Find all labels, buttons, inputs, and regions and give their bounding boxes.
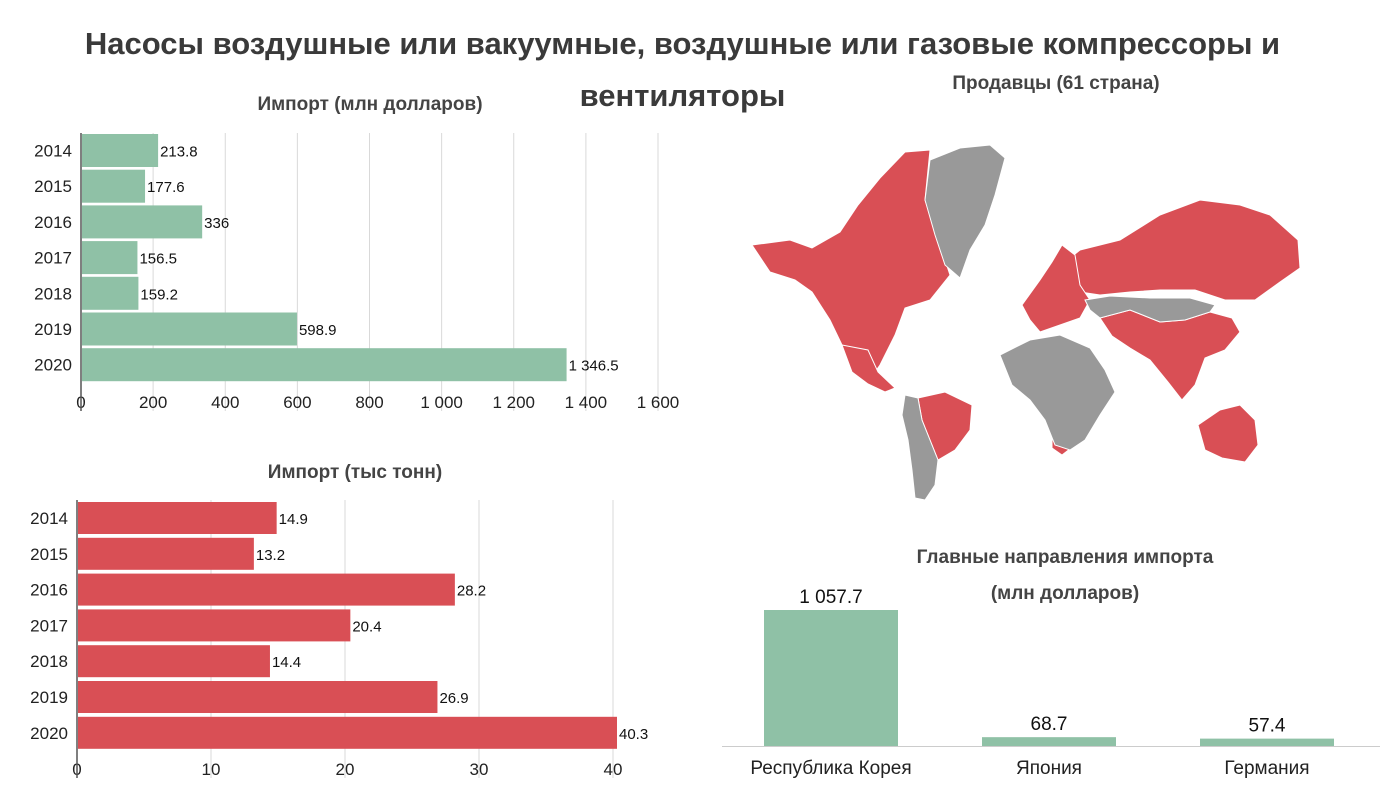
data-label: 14.4 [272, 654, 301, 671]
map-others [901, 144, 1216, 501]
y-tick-label: 2015 [30, 545, 68, 564]
x-tick-label: 200 [139, 393, 167, 412]
bar [78, 502, 277, 534]
destinations-title-line-2: (млн долларов) [990, 583, 1140, 604]
data-label: 1 057.7 [799, 587, 862, 608]
y-tick-label: 2018 [34, 284, 72, 303]
data-label: 20.4 [352, 618, 381, 635]
data-label: 57.4 [1249, 716, 1286, 737]
data-label: 1 346.5 [569, 358, 619, 375]
y-tick-label: 2016 [34, 213, 72, 232]
data-label: 14.9 [279, 511, 308, 528]
usd-chart-title: Импорт (млн долларов) [257, 94, 483, 115]
y-tick-label: 2020 [30, 724, 68, 743]
x-tick-label: 600 [283, 393, 311, 412]
category-label: Республика Корея [750, 758, 911, 779]
map-asia-sellers [1099, 309, 1241, 401]
y-tick-label: 2019 [30, 688, 68, 707]
y-tick-label: 2019 [34, 320, 72, 339]
x-tick-label: 1 600 [637, 393, 680, 412]
data-label: 156.5 [139, 251, 177, 268]
bar [764, 610, 898, 746]
data-label: 13.2 [256, 547, 285, 564]
map-asia-others [1084, 295, 1216, 323]
x-tick-label: 1 400 [565, 393, 608, 412]
main-title: Насосы воздушные или вакуумные, воздушны… [84, 26, 1281, 113]
category-label: Япония [1016, 758, 1082, 779]
map-russia [1054, 199, 1301, 301]
map-europe [1021, 244, 1091, 333]
destinations-title-line-1: Главные направления импорта [916, 547, 1214, 568]
bar [78, 609, 351, 642]
y-tick-label: 2020 [34, 356, 72, 375]
data-label: 26.9 [439, 690, 468, 707]
y-tick-label: 2017 [34, 249, 72, 268]
data-label: 213.8 [160, 144, 198, 161]
bar [82, 348, 567, 382]
map-greenland [924, 144, 1006, 279]
data-label: 68.7 [1031, 714, 1068, 735]
bar [982, 737, 1116, 746]
y-tick-label: 2015 [34, 177, 72, 196]
destinations-chart-title: Главные направления импорта (млн долларо… [860, 540, 1270, 612]
data-label: 28.2 [457, 583, 486, 600]
x-tick-label: 400 [211, 393, 239, 412]
map-sellers [751, 149, 1301, 463]
map-africa [999, 334, 1116, 451]
x-tick-label: 800 [355, 393, 383, 412]
map-mexico [841, 344, 896, 393]
map-north-america [751, 149, 951, 383]
data-label: 598.9 [299, 322, 337, 339]
map-south-america [901, 394, 939, 501]
x-tick-label: 10 [202, 760, 221, 779]
bar [78, 716, 617, 749]
data-label: 159.2 [140, 286, 178, 303]
y-tick-label: 2014 [30, 509, 68, 528]
bar [82, 241, 138, 275]
bar [78, 681, 438, 713]
x-tick-label: 40 [604, 760, 623, 779]
bar [82, 205, 203, 239]
data-label: 40.3 [619, 726, 648, 743]
bar [78, 645, 270, 678]
y-tick-label: 2018 [30, 652, 68, 671]
bar [78, 537, 254, 570]
y-tick-label: 2016 [30, 581, 68, 600]
x-tick-label: 30 [470, 760, 489, 779]
map-australia [1197, 404, 1259, 463]
x-tick-label: 20 [336, 760, 355, 779]
bar [82, 312, 297, 346]
x-tick-label: 1 000 [420, 393, 463, 412]
data-label: 177.6 [147, 179, 185, 196]
y-tick-label: 2017 [30, 616, 68, 635]
x-tick-label: 1 200 [492, 393, 535, 412]
bar [82, 134, 159, 167]
bar [82, 169, 146, 203]
data-label: 336 [204, 215, 229, 232]
bar [1200, 738, 1334, 746]
tons-chart-title: Импорт (тыс тонн) [267, 462, 443, 483]
bar [78, 573, 455, 606]
category-label: Германия [1224, 758, 1309, 779]
y-tick-label: 2014 [34, 142, 72, 161]
map-title: Продавцы (61 страна) [952, 73, 1160, 94]
bar [82, 276, 139, 310]
